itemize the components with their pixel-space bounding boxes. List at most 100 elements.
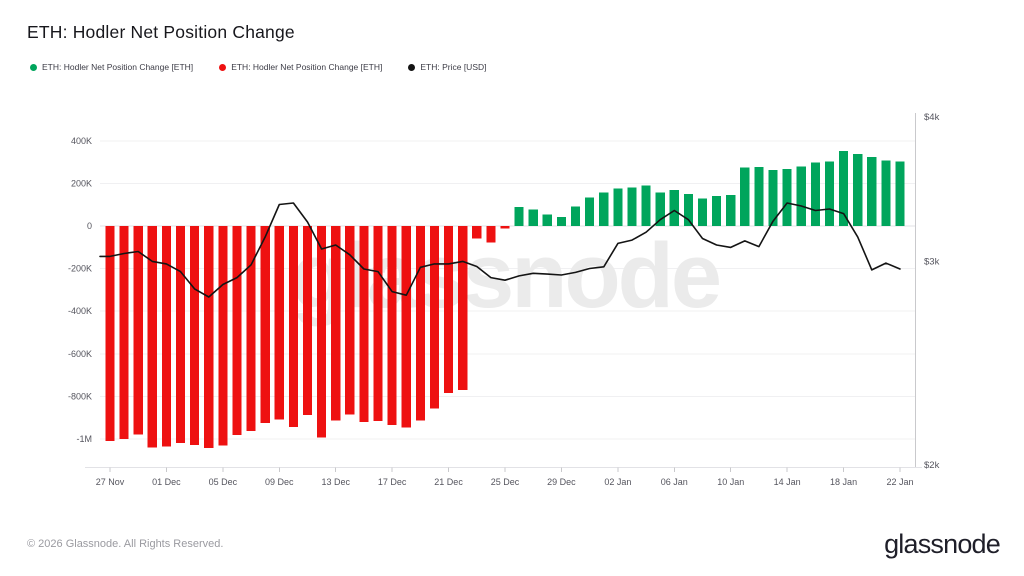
y-axis-left: 400K 200K 0 -200K -400K -600K -800K -1M	[68, 136, 92, 444]
bar	[161, 226, 172, 447]
green-dot-icon	[30, 63, 37, 71]
bar	[415, 226, 425, 421]
svg-text:29 Dec: 29 Dec	[547, 477, 576, 487]
bar	[317, 226, 327, 438]
svg-text:$3k: $3k	[924, 256, 940, 267]
glassnode-watermark: glassnode	[291, 225, 720, 327]
glassnode-logo[interactable]: glassnode	[884, 529, 1001, 559]
bar	[556, 217, 567, 226]
bar	[613, 188, 623, 226]
bar	[119, 226, 129, 439]
svg-text:$2k: $2k	[924, 460, 940, 471]
bar	[472, 226, 482, 239]
bar	[641, 185, 651, 226]
bar	[867, 157, 877, 226]
copyright-text: © 2026 Glassnode. All Rights Reserved.	[27, 538, 224, 550]
red-dot-icon	[219, 63, 227, 71]
bar	[895, 161, 905, 226]
svg-text:06 Jan: 06 Jan	[661, 477, 688, 487]
bar	[246, 226, 256, 432]
bar	[133, 226, 143, 435]
svg-text:02 Jan: 02 Jan	[604, 477, 631, 487]
bar	[627, 187, 637, 226]
bars-layer	[105, 151, 905, 448]
bar	[697, 198, 708, 226]
bar	[754, 166, 764, 226]
svg-text:14 Jan: 14 Jan	[774, 477, 801, 487]
bar	[570, 206, 581, 226]
bar	[740, 167, 750, 226]
svg-text:05 Dec: 05 Dec	[209, 477, 238, 487]
bar	[768, 169, 778, 226]
svg-text:$4k: $4k	[924, 112, 940, 123]
bar	[712, 195, 722, 226]
svg-text:27 Nov: 27 Nov	[96, 477, 125, 487]
bar	[373, 226, 383, 422]
bar	[443, 226, 454, 393]
svg-text:10 Jan: 10 Jan	[717, 477, 744, 487]
svg-text:-200K: -200K	[68, 264, 92, 274]
legend-item-hodler-positive[interactable]: ETH: Hodler Net Position Change [ETH]	[30, 62, 193, 72]
bar	[274, 226, 284, 420]
bar	[302, 226, 313, 416]
bar	[838, 151, 849, 226]
svg-text:01 Dec: 01 Dec	[152, 477, 181, 487]
bar	[331, 226, 341, 421]
bar	[500, 226, 510, 229]
svg-text:13 Dec: 13 Dec	[321, 477, 350, 487]
chart-legend: ETH: Hodler Net Position Change [ETH] ET…	[30, 62, 487, 72]
svg-text:17 Dec: 17 Dec	[378, 477, 407, 487]
bar	[514, 207, 524, 226]
svg-text:18 Jan: 18 Jan	[830, 477, 857, 487]
bar	[599, 192, 609, 226]
svg-text:0: 0	[87, 221, 92, 231]
bar	[190, 226, 200, 445]
bar	[105, 226, 115, 442]
bar	[232, 226, 242, 436]
y-axis-right: $4k $3k $2k	[915, 112, 940, 471]
bar	[782, 168, 792, 226]
bar	[486, 226, 496, 243]
bar	[528, 209, 538, 226]
bar	[260, 226, 270, 424]
bar	[542, 214, 552, 226]
bar	[345, 226, 355, 415]
svg-text:-1M: -1M	[77, 434, 93, 444]
bar	[429, 226, 440, 409]
bar	[458, 226, 468, 391]
svg-text:22 Jan: 22 Jan	[886, 477, 913, 487]
bar	[387, 226, 397, 426]
page-title: ETH: Hodler Net Position Change	[27, 22, 295, 42]
bar	[853, 154, 863, 226]
x-axis: 27 Nov 01 Dec 05 Dec 09 Dec 13 Dec 17 Dec 21 D…	[85, 467, 922, 487]
black-dot-icon	[408, 63, 416, 71]
svg-text:-400K: -400K	[68, 306, 92, 316]
bar	[669, 190, 679, 226]
price-line	[99, 202, 901, 298]
bar	[147, 226, 157, 448]
bar	[175, 226, 186, 443]
bar	[359, 226, 369, 422]
bar	[824, 161, 835, 226]
svg-text:200K: 200K	[71, 178, 92, 188]
bar	[218, 226, 228, 446]
svg-text:09 Dec: 09 Dec	[265, 477, 294, 487]
svg-text:25 Dec: 25 Dec	[491, 477, 520, 487]
legend-label: ETH: Hodler Net Position Change [ETH]	[42, 62, 194, 72]
svg-text:400K: 400K	[71, 136, 92, 146]
legend-item-hodler-negative[interactable]: ETH: Hodler Net Position Change [ETH]	[219, 62, 382, 72]
legend-label: ETH: Price [USD]	[420, 62, 487, 72]
bar	[288, 226, 298, 428]
bar	[401, 226, 411, 428]
bar	[810, 162, 820, 226]
svg-text:21 Dec: 21 Dec	[434, 477, 463, 487]
bar	[881, 160, 891, 226]
legend-item-price[interactable]: ETH: Price [USD]	[408, 62, 487, 72]
bar	[726, 194, 736, 226]
bar	[796, 166, 806, 226]
bar	[655, 192, 665, 226]
bar	[585, 197, 595, 226]
svg-text:-800K: -800K	[68, 391, 92, 401]
